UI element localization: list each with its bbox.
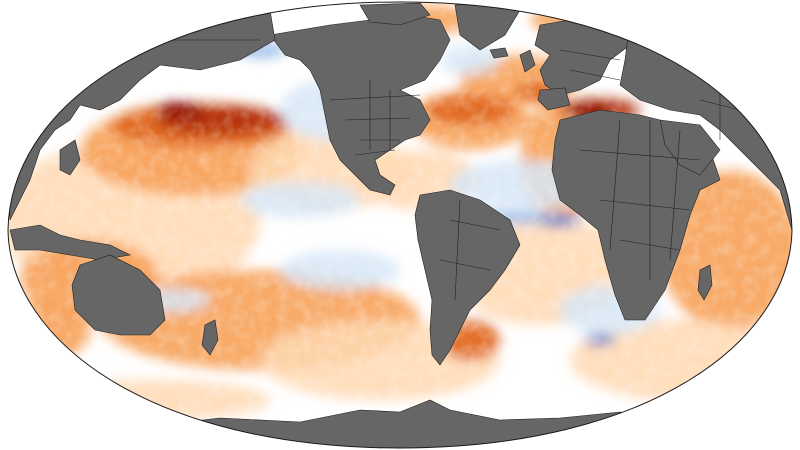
globe-outline: [7, 1, 793, 449]
landmass-australia: [71, 254, 166, 336]
landmass-arctic-islands: [359, 2, 431, 26]
landmass-british-isles: [519, 49, 536, 73]
landmass-japan: [59, 139, 81, 176]
landmass-new-zealand: [201, 319, 219, 356]
landmass-iberia: [537, 87, 571, 111]
landmass-arabia: [659, 119, 721, 176]
landmass-southeast-asia: [9, 224, 131, 261]
landmass-south-america: [414, 189, 521, 366]
landmass-greenland: [454, 2, 521, 51]
landmass-iceland: [489, 47, 509, 59]
landmass-north-america: [269, 14, 451, 196]
landmass-madagascar: [697, 264, 713, 301]
